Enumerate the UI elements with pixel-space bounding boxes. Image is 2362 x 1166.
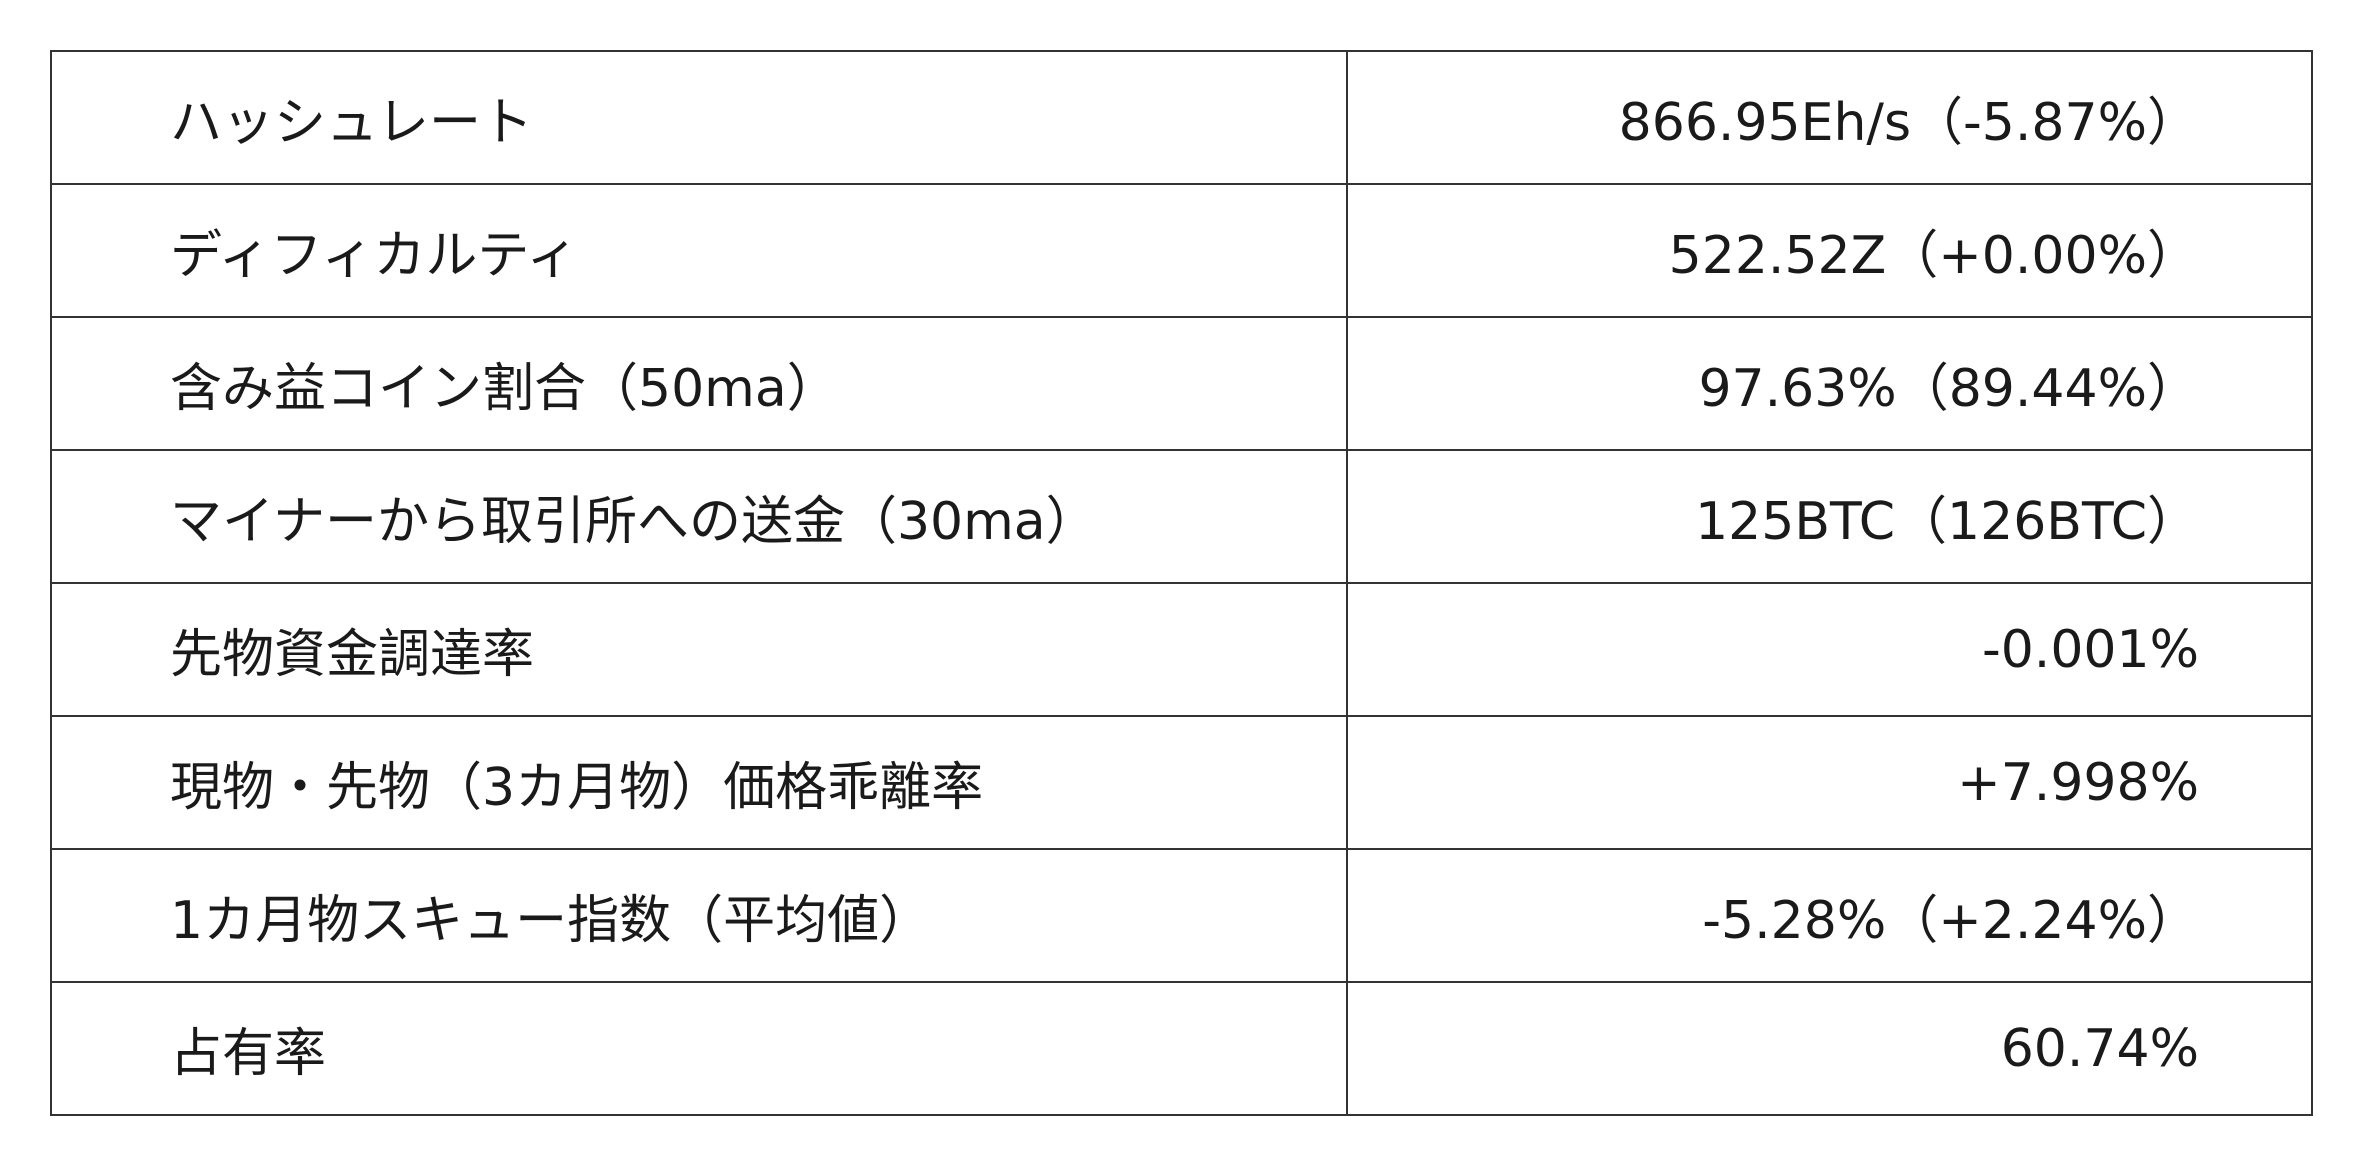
- data-table: ハッシュレート 866.95Eh/s（-5.87%） ディフィカルティ 522.52Z…: [50, 50, 2313, 1116]
- metric-name: 先物資金調達率: [50, 582, 1348, 717]
- table-row: 現物・先物（3カ月物）価格乖離率 +7.998%: [50, 715, 2313, 850]
- table-row: ハッシュレート 866.95Eh/s（-5.87%）: [50, 50, 2313, 185]
- metric-value: -5.28%（+2.24%）: [1346, 848, 2313, 983]
- metric-name: 1カ月物スキュー指数（平均値）: [50, 848, 1348, 983]
- metric-name: 占有率: [50, 981, 1348, 1116]
- metric-name: マイナーから取引所への送金（30ma）: [50, 449, 1348, 584]
- table-row: 占有率 60.74%: [50, 981, 2313, 1116]
- table-row: 先物資金調達率 -0.001%: [50, 582, 2313, 717]
- metric-value: 125BTC（126BTC）: [1346, 449, 2313, 584]
- metric-value: 866.95Eh/s（-5.87%）: [1346, 50, 2313, 185]
- metric-value: +7.998%: [1346, 715, 2313, 850]
- metric-name: 含み益コイン割合（50ma）: [50, 316, 1348, 451]
- metric-value: 522.52Z（+0.00%）: [1346, 183, 2313, 318]
- table-body: ハッシュレート 866.95Eh/s（-5.87%） ディフィカルティ 522.52Z…: [50, 50, 2313, 1116]
- metric-value: 60.74%: [1346, 981, 2313, 1116]
- table-row: 1カ月物スキュー指数（平均値） -5.28%（+2.24%）: [50, 848, 2313, 983]
- table-row: ディフィカルティ 522.52Z（+0.00%）: [50, 183, 2313, 318]
- metric-value: 97.63%（89.44%）: [1346, 316, 2313, 451]
- metric-name: ハッシュレート: [50, 50, 1348, 185]
- metric-name: 現物・先物（3カ月物）価格乖離率: [50, 715, 1348, 850]
- table-row: 含み益コイン割合（50ma） 97.63%（89.44%）: [50, 316, 2313, 451]
- table-row: マイナーから取引所への送金（30ma） 125BTC（126BTC）: [50, 449, 2313, 584]
- metric-value: -0.001%: [1346, 582, 2313, 717]
- metric-name: ディフィカルティ: [50, 183, 1348, 318]
